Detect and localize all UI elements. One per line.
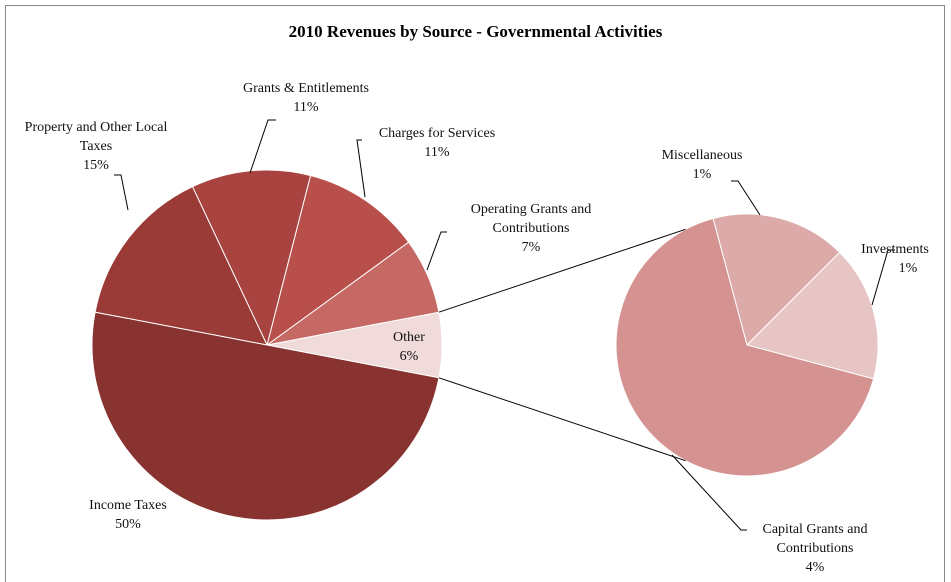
leader-line — [426, 231, 447, 271]
pie-slice — [91, 311, 440, 521]
label-name: Investments — [861, 242, 929, 257]
label-value: 15% — [83, 158, 109, 173]
label-value: 1% — [692, 167, 712, 182]
leader-line — [671, 454, 747, 531]
pie-slice — [266, 174, 410, 347]
data-label: Operating Grants and Contributions 7% — [446, 200, 616, 257]
label-value: 11% — [293, 100, 319, 115]
data-label: Investments 1% — [855, 240, 935, 278]
data-label: Property and Other Local Taxes 15% — [21, 118, 171, 175]
label-name: Income Taxes — [89, 498, 167, 513]
label-value: 1% — [898, 261, 918, 276]
chart-title: 2010 Revenues by Source - Governmental A… — [288, 22, 663, 41]
data-label: Grants & Entitlements 11% — [226, 79, 386, 117]
leader-line — [356, 139, 366, 198]
label-value: 7% — [521, 240, 541, 255]
label-name: Operating Grants and Contributions — [470, 202, 592, 236]
data-label: Charges for Services 11% — [357, 124, 517, 162]
connectors — [438, 228, 686, 462]
label-name: Other — [393, 330, 425, 345]
leader-line — [731, 180, 761, 216]
label-name: Property and Other Local Taxes — [24, 120, 168, 154]
leader-line — [249, 119, 276, 174]
pie-slice — [712, 213, 841, 346]
leader-line — [871, 249, 895, 306]
label-value: 11% — [424, 145, 450, 160]
label-value: 50% — [115, 517, 141, 532]
data-label: Income Taxes 50% — [68, 496, 188, 534]
pie-slice — [615, 217, 875, 477]
leader-lines — [114, 119, 895, 531]
data-label: Other 6% — [379, 328, 439, 366]
pie-slice — [94, 185, 268, 346]
connector-line — [438, 228, 686, 313]
slices — [91, 169, 879, 521]
data-label: Miscellaneous 1% — [647, 146, 757, 184]
label-value: 6% — [399, 349, 419, 364]
label-value: 4% — [805, 560, 825, 575]
label-name: Miscellaneous — [661, 148, 743, 163]
label-name: Charges for Services — [378, 126, 496, 141]
label-name: Grants & Entitlements — [243, 81, 369, 96]
connector-line — [438, 377, 686, 462]
label-name: Capital Grants and Contributions — [762, 522, 868, 556]
data-label: Capital Grants and Contributions 4% — [740, 520, 890, 577]
leader-line — [114, 174, 129, 211]
pie-slice — [746, 251, 879, 380]
